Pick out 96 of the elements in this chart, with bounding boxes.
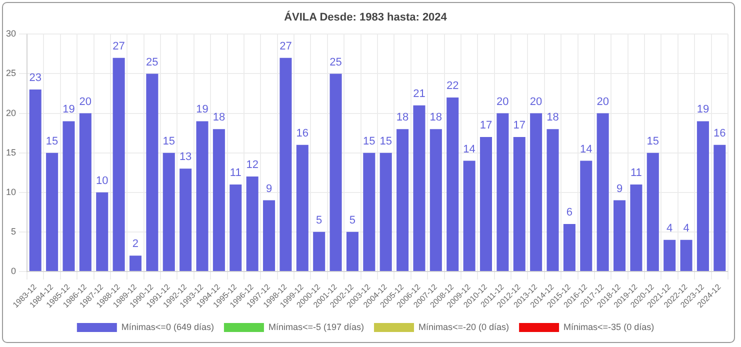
data-label: 11 xyxy=(630,166,642,179)
data-label: 11 xyxy=(230,166,242,179)
data-label: 18 xyxy=(212,112,226,124)
data-label: 19 xyxy=(196,104,208,116)
data-label: 19 xyxy=(696,104,710,116)
data-label: 25 xyxy=(146,56,158,68)
data-label: 25 xyxy=(330,56,342,68)
data-label: 17 xyxy=(480,120,492,132)
bar xyxy=(580,160,592,271)
y-tick-label: 20 xyxy=(6,108,16,118)
bar xyxy=(696,121,709,271)
bar xyxy=(413,105,426,271)
bar xyxy=(146,74,158,271)
data-label: 13 xyxy=(179,151,192,164)
data-label: 5 xyxy=(316,214,322,226)
bar xyxy=(496,113,509,271)
bar xyxy=(646,152,659,271)
data-label: 2 xyxy=(132,238,139,250)
data-label: 22 xyxy=(446,80,459,92)
y-tick-label: 25 xyxy=(6,68,16,78)
data-label: 18 xyxy=(546,112,559,124)
y-tick-label: 30 xyxy=(6,28,16,39)
bar xyxy=(196,121,208,271)
y-tick-label: 15 xyxy=(6,147,16,158)
bar xyxy=(530,113,542,271)
data-label: 18 xyxy=(396,112,409,124)
bar xyxy=(129,256,142,271)
bar xyxy=(62,121,75,271)
bar xyxy=(230,184,242,271)
legend-label: Mínimas<=-5 (197 días) xyxy=(268,322,364,332)
bar xyxy=(480,137,492,271)
data-label: 12 xyxy=(246,159,258,172)
data-label: 20 xyxy=(496,96,509,108)
data-label: 4 xyxy=(683,222,690,234)
bar xyxy=(280,58,292,271)
data-label: 15 xyxy=(162,135,176,148)
bar xyxy=(680,240,692,271)
bar xyxy=(614,200,626,271)
data-label: 15 xyxy=(46,135,58,148)
data-label: 9 xyxy=(266,182,272,195)
bar xyxy=(79,113,92,271)
data-label: 19 xyxy=(62,104,75,116)
legend-label: Mínimas<=-35 (0 días) xyxy=(564,322,654,332)
y-tick-label: 10 xyxy=(6,186,16,197)
bar xyxy=(596,113,609,271)
bar xyxy=(29,90,42,271)
data-label: 23 xyxy=(29,72,42,84)
data-label: 5 xyxy=(349,214,356,226)
bar xyxy=(313,232,326,271)
chart-title: ÁVILA Desde: 1983 hasta: 2024 xyxy=(284,10,448,24)
data-label: 15 xyxy=(646,135,660,148)
legend-label: Mínimas<=-20 (0 días) xyxy=(418,322,510,332)
data-label: 10 xyxy=(96,174,108,187)
data-label: 27 xyxy=(112,40,125,52)
data-label: 27 xyxy=(280,40,292,52)
bar xyxy=(563,224,576,271)
bar xyxy=(346,232,358,271)
bar xyxy=(430,129,442,271)
bar xyxy=(396,129,409,271)
data-label: 6 xyxy=(566,206,573,219)
data-label: 20 xyxy=(596,96,609,108)
bar xyxy=(96,192,108,271)
bar xyxy=(630,184,642,271)
bar xyxy=(463,160,476,271)
y-tick-label: 5 xyxy=(10,226,16,236)
bar xyxy=(330,74,342,271)
data-label: 17 xyxy=(513,120,526,132)
data-label: 20 xyxy=(530,96,542,108)
data-label: 18 xyxy=(430,112,442,124)
data-label: 16 xyxy=(296,127,309,140)
legend-label: Mínimas<=0 (649 días) xyxy=(121,322,214,332)
bar xyxy=(162,152,175,271)
bar xyxy=(246,176,258,271)
bar xyxy=(46,152,58,271)
data-label: 14 xyxy=(463,143,476,156)
data-label: 9 xyxy=(616,182,623,195)
data-label: 4 xyxy=(666,222,673,234)
y-tick-label: 0 xyxy=(10,266,16,276)
data-label: 21 xyxy=(413,88,426,100)
bar xyxy=(380,152,392,271)
bar xyxy=(363,152,376,271)
bar xyxy=(263,200,276,271)
bar xyxy=(180,168,192,271)
bar xyxy=(664,240,676,271)
data-label: 15 xyxy=(363,135,376,148)
bar xyxy=(446,97,459,271)
data-label: 15 xyxy=(380,135,392,148)
bar xyxy=(296,144,308,271)
bar xyxy=(112,58,125,271)
data-label: 16 xyxy=(714,127,726,140)
bar xyxy=(714,144,726,271)
bar xyxy=(212,129,225,271)
bar xyxy=(513,137,526,271)
data-label: 20 xyxy=(79,96,92,108)
bar xyxy=(546,129,559,271)
data-label: 14 xyxy=(580,143,592,156)
